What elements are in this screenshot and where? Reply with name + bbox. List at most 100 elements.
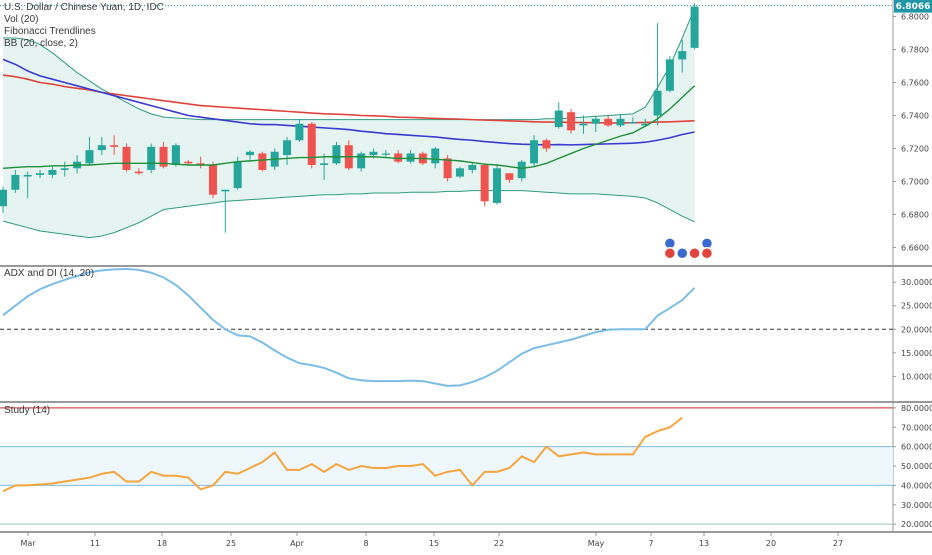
y-tick-label: 6.7400 — [901, 112, 929, 121]
adx-line — [2, 267, 696, 387]
symbol-title[interactable]: U.S. Dollar / Chinese Yuan, 1D, IDC — [4, 2, 164, 13]
candle-body — [517, 161, 526, 179]
y-tick-label: 6.7800 — [901, 46, 929, 55]
event-marker-icon — [676, 247, 689, 260]
x-tick-label: 13 — [699, 539, 709, 548]
study-indicator-label[interactable]: Study (14) — [4, 405, 51, 416]
event-marker-icon — [700, 247, 714, 260]
x-tick-label: Mar — [20, 539, 36, 548]
candle-body — [579, 123, 588, 126]
x-tick-label: 15 — [429, 539, 439, 548]
candle-body — [455, 168, 464, 177]
bb-upper-line — [3, 8, 696, 121]
y-tick-label: 6.7000 — [901, 178, 929, 187]
candle-body — [23, 174, 32, 177]
candle-body — [60, 168, 69, 170]
candle-body — [320, 163, 329, 165]
study-band-fill — [0, 446, 893, 486]
candle-body — [381, 153, 390, 155]
y-tick-label: 40.0000 — [901, 481, 932, 490]
y-tick-label: 6.8000 — [901, 13, 929, 22]
candle-body — [406, 153, 415, 162]
event-marker-icon — [663, 247, 677, 260]
study-legend: Study (14) — [4, 405, 50, 417]
y-tick-label: 30.0000 — [901, 278, 932, 287]
candle-body — [641, 123, 650, 126]
x-tick-label: 11 — [90, 539, 100, 548]
x-tick-label: 7 — [648, 539, 653, 548]
adx-legend: ADX and DI (14, 20) — [4, 268, 94, 280]
y-tick-label: 6.7200 — [901, 145, 929, 154]
y-tick-label: 20.0000 — [901, 520, 932, 529]
candle-body — [208, 165, 217, 195]
candle-body — [196, 163, 205, 165]
x-tick-label: 22 — [494, 539, 504, 548]
candle-body — [554, 110, 563, 128]
y-tick-label: 60.0000 — [901, 443, 932, 452]
candle-body — [233, 161, 242, 189]
candle-body — [159, 146, 168, 167]
candle-body — [616, 118, 625, 126]
candle-body — [591, 118, 600, 124]
bb-middle-line — [2, 85, 696, 170]
candle-body — [567, 112, 576, 131]
x-tick-label: May — [588, 539, 605, 548]
y-tick-label: 50.0000 — [901, 462, 932, 471]
candle-body — [184, 161, 193, 164]
candle-body — [110, 145, 119, 147]
fib-indicator-label[interactable]: Fibonacci Trendlines — [4, 26, 96, 37]
candle-body — [36, 173, 45, 175]
candle-body — [11, 174, 20, 190]
candle-body — [171, 145, 180, 165]
x-tick-label: Apr — [290, 539, 305, 548]
candle-body — [480, 165, 489, 202]
bb-lower-line — [2, 190, 695, 239]
y-tick-label: 15.0000 — [901, 349, 932, 358]
candle-body — [530, 140, 539, 164]
y-tick-label: 80.0000 — [901, 404, 932, 413]
candle-body — [628, 122, 637, 124]
x-tick-label: 20 — [766, 539, 776, 548]
candle-body — [246, 151, 254, 156]
candle-body — [0, 189, 7, 207]
bb-indicator-label[interactable]: BB (20, close, 2) — [4, 38, 78, 49]
last-price-label: 6.8066 — [896, 2, 931, 12]
candle-body — [295, 123, 304, 141]
event-marker-icon — [688, 247, 701, 260]
candle-body — [332, 145, 341, 164]
y-tick-label: 20.0000 — [901, 325, 932, 334]
y-tick-label: 6.6600 — [901, 244, 929, 253]
y-tick-label: 6.7600 — [901, 79, 929, 88]
candle-body — [134, 171, 143, 174]
candle-body — [307, 123, 316, 165]
candle-body — [443, 158, 452, 179]
candle-body — [493, 168, 501, 203]
x-tick-label: 25 — [226, 539, 236, 548]
main-legend: U.S. Dollar / Chinese Yuan, 1D, IDC Vol … — [4, 2, 164, 50]
x-tick-label: 8 — [363, 539, 368, 548]
candle-body — [369, 151, 378, 156]
candle-body — [394, 153, 403, 162]
adx-indicator-label[interactable]: ADX and DI (14, 20) — [4, 268, 95, 279]
y-tick-label: 10.0000 — [901, 372, 932, 381]
x-tick-label: 27 — [833, 539, 843, 548]
candle-body — [147, 146, 156, 170]
candle-body — [221, 189, 230, 192]
y-tick-label: 25.0000 — [901, 302, 932, 311]
candle-body — [357, 153, 366, 169]
x-tick-label: 18 — [157, 539, 167, 548]
candle-body — [653, 90, 662, 116]
candle-body — [431, 148, 440, 164]
y-tick-label: 30.0000 — [901, 501, 932, 510]
study-line — [2, 416, 683, 493]
vol-indicator-label[interactable]: Vol (20) — [4, 14, 39, 25]
y-tick-label: 70.0000 — [901, 423, 932, 432]
candle-body — [505, 173, 514, 180]
candle-body — [48, 169, 57, 175]
last-price-tag — [894, 0, 932, 13]
candle-body — [283, 140, 292, 156]
candle-body — [678, 51, 687, 60]
candle-body — [665, 59, 674, 91]
